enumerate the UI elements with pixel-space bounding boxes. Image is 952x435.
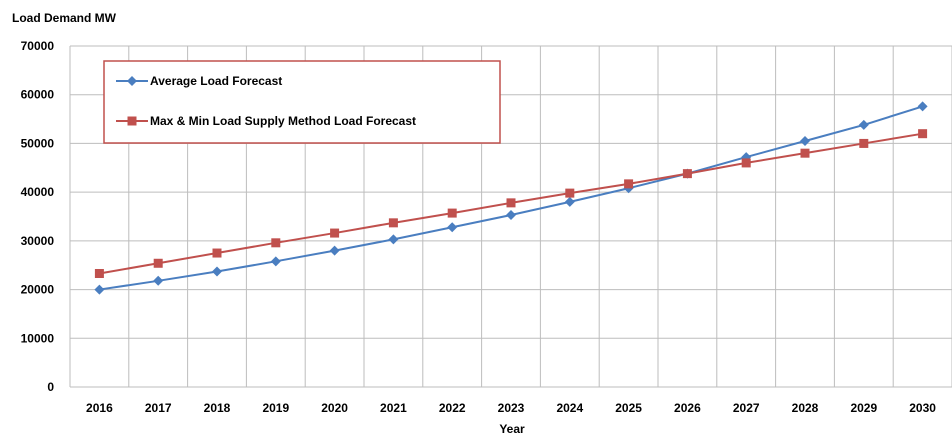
data-point bbox=[330, 228, 340, 238]
data-point bbox=[270, 256, 281, 267]
data-point bbox=[918, 129, 928, 139]
legend-label: Max & Min Load Supply Method Load Foreca… bbox=[150, 114, 416, 128]
legend-marker bbox=[127, 116, 137, 126]
data-point bbox=[564, 196, 575, 207]
data-point bbox=[212, 248, 222, 258]
legend-label: Average Load Forecast bbox=[150, 74, 282, 88]
x-tick-label: 2027 bbox=[733, 401, 760, 415]
y-tick-label: 0 bbox=[47, 380, 54, 394]
legend-box bbox=[103, 60, 501, 144]
y-tick-label: 10000 bbox=[21, 331, 55, 345]
data-point bbox=[858, 119, 869, 130]
y-tick-label: 50000 bbox=[21, 136, 55, 150]
x-tick-label: 2019 bbox=[262, 401, 289, 415]
x-tick-label: 2021 bbox=[380, 401, 407, 415]
x-tick-label: 2020 bbox=[321, 401, 348, 415]
data-point bbox=[388, 218, 398, 228]
data-point bbox=[506, 198, 516, 208]
data-point bbox=[153, 275, 164, 286]
x-axis-ticks: 2016 2017 2018 2019 2020 2021 2022 2023 2024 2025… bbox=[86, 401, 936, 415]
x-tick-label: 2018 bbox=[204, 401, 231, 415]
data-point bbox=[271, 238, 281, 248]
x-tick-label: 2030 bbox=[909, 401, 936, 415]
series-group bbox=[94, 101, 928, 295]
x-tick-label: 2023 bbox=[498, 401, 525, 415]
y-axis-title: Load Demand MW bbox=[12, 11, 117, 25]
data-point bbox=[447, 208, 457, 218]
x-tick-label: 2029 bbox=[850, 401, 877, 415]
data-point bbox=[624, 179, 634, 189]
data-point bbox=[741, 158, 751, 168]
x-tick-label: 2026 bbox=[674, 401, 701, 415]
legend: Average Load Forecast Max & Min Load Supp… bbox=[103, 60, 501, 144]
data-point bbox=[506, 210, 516, 221]
data-point bbox=[859, 138, 869, 148]
data-point bbox=[94, 284, 105, 295]
y-tick-label: 20000 bbox=[21, 283, 55, 297]
data-point bbox=[800, 148, 810, 158]
x-tick-label: 2024 bbox=[556, 401, 583, 415]
data-point bbox=[917, 101, 928, 112]
data-point bbox=[447, 222, 458, 233]
data-point bbox=[800, 135, 810, 146]
x-tick-label: 2016 bbox=[86, 401, 113, 415]
data-point bbox=[682, 169, 692, 179]
y-tick-label: 30000 bbox=[21, 234, 55, 248]
x-tick-label: 2022 bbox=[439, 401, 466, 415]
data-point bbox=[388, 234, 399, 245]
y-axis-ticks: 0 10000 20000 30000 40000 50000 60000 70000 bbox=[21, 39, 55, 394]
y-tick-label: 40000 bbox=[21, 185, 55, 199]
x-tick-label: 2028 bbox=[792, 401, 819, 415]
y-tick-label: 70000 bbox=[21, 39, 55, 53]
data-point bbox=[329, 245, 340, 256]
x-axis-title: Year bbox=[499, 422, 525, 435]
data-point bbox=[565, 188, 575, 198]
data-point bbox=[94, 268, 104, 278]
legend-marker bbox=[127, 76, 137, 86]
x-tick-label: 2017 bbox=[145, 401, 172, 415]
data-point bbox=[153, 258, 163, 268]
y-tick-label: 60000 bbox=[21, 88, 55, 102]
data-point bbox=[212, 266, 222, 277]
x-tick-label: 2025 bbox=[615, 401, 642, 415]
